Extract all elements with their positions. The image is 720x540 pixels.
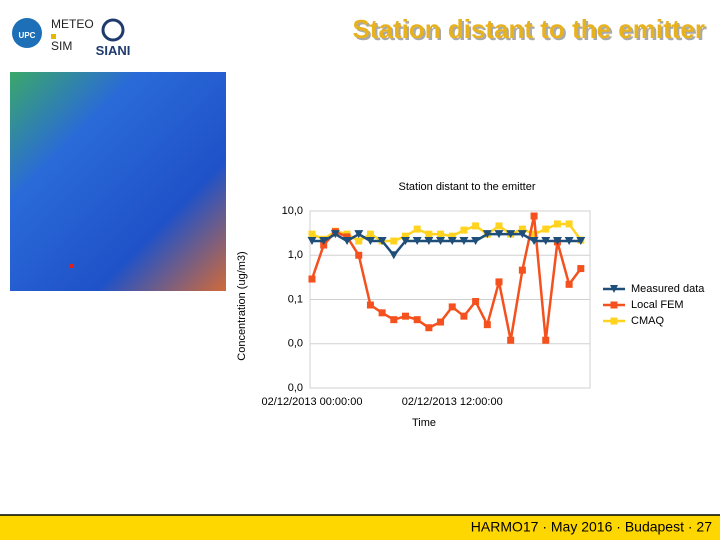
station-marker — [70, 264, 74, 268]
point — [412, 236, 422, 245]
point — [507, 336, 515, 344]
legend-label: Local FEM — [631, 299, 684, 311]
logo-text: SIM — [51, 39, 72, 53]
point — [413, 225, 421, 233]
point — [577, 265, 585, 273]
map-image — [10, 72, 226, 291]
point — [472, 222, 480, 230]
y-axis-label: Concentration (ug/m3) — [236, 251, 248, 360]
x-axis-label: Time — [412, 417, 436, 429]
point — [448, 232, 456, 240]
point — [389, 251, 399, 260]
chart-title: Station distant to the emitter — [399, 181, 536, 193]
point — [541, 236, 551, 245]
y-tick-label: 10,0 — [282, 205, 303, 217]
point — [390, 316, 398, 324]
legend-marker — [610, 285, 618, 293]
point — [342, 236, 352, 245]
legend-marker — [610, 301, 618, 309]
point — [565, 220, 573, 228]
point — [471, 236, 481, 245]
point — [355, 237, 363, 245]
point — [460, 226, 468, 234]
point — [400, 236, 410, 245]
point — [320, 241, 328, 249]
point — [472, 298, 480, 306]
x-tick-label: 02/12/2013 00:00:00 — [262, 396, 363, 408]
point — [425, 230, 433, 238]
point — [413, 316, 421, 324]
legend-marker — [610, 317, 618, 325]
point — [425, 324, 433, 332]
point — [552, 236, 562, 245]
point — [308, 275, 316, 283]
point — [378, 309, 386, 317]
point — [518, 225, 526, 233]
point — [437, 230, 445, 238]
point — [307, 236, 317, 245]
footer-text: HARMO17 · May 2016 · Budapest · 27 — [471, 519, 712, 535]
point — [495, 278, 503, 286]
point — [308, 230, 316, 238]
point — [319, 236, 329, 245]
x-tick-label: 02/12/2013 12:00:00 — [402, 396, 503, 408]
y-tick-label: 0,0 — [288, 382, 303, 394]
point — [436, 236, 446, 245]
point — [565, 280, 573, 288]
point — [343, 233, 351, 241]
logo-text: SIANI — [96, 43, 131, 58]
point — [366, 301, 374, 309]
logo-text: METEO — [51, 17, 94, 31]
point — [576, 236, 586, 245]
title-shadow: Station distant to the emitter — [355, 16, 707, 46]
point — [365, 236, 375, 245]
point — [529, 236, 539, 245]
point — [482, 230, 492, 239]
point — [447, 236, 457, 245]
point — [330, 230, 340, 239]
logo-text: UPC — [19, 31, 36, 40]
point — [517, 230, 527, 239]
point — [448, 303, 456, 311]
y-tick-label: 1,0 — [288, 249, 303, 261]
point — [459, 236, 469, 245]
point — [530, 212, 538, 220]
point — [354, 230, 364, 239]
point — [401, 232, 409, 240]
point — [460, 312, 468, 320]
point — [401, 312, 409, 320]
logo-mark — [51, 34, 56, 39]
upc-logo — [12, 18, 42, 48]
logos: UPC METEO SIM SIANI — [12, 17, 130, 58]
point — [366, 230, 374, 238]
legend-label: CMAQ — [631, 315, 664, 327]
siani-logo — [101, 18, 125, 42]
point — [553, 220, 561, 228]
point — [437, 318, 445, 326]
point — [518, 266, 526, 274]
point — [494, 230, 504, 239]
point — [390, 237, 398, 245]
legend-label: Measured data — [631, 283, 705, 295]
point — [495, 222, 503, 230]
slide-title: Station distant to the emitter — [353, 14, 705, 44]
point — [542, 225, 550, 233]
point — [530, 230, 538, 238]
point — [483, 321, 491, 329]
point — [355, 251, 363, 259]
point — [542, 336, 550, 344]
footer-bar — [0, 515, 720, 540]
point — [377, 236, 387, 245]
y-tick-label: 0,1 — [288, 293, 303, 305]
point — [564, 236, 574, 245]
y-tick-label: 0,0 — [288, 338, 303, 350]
point — [424, 236, 434, 245]
point — [506, 230, 516, 239]
